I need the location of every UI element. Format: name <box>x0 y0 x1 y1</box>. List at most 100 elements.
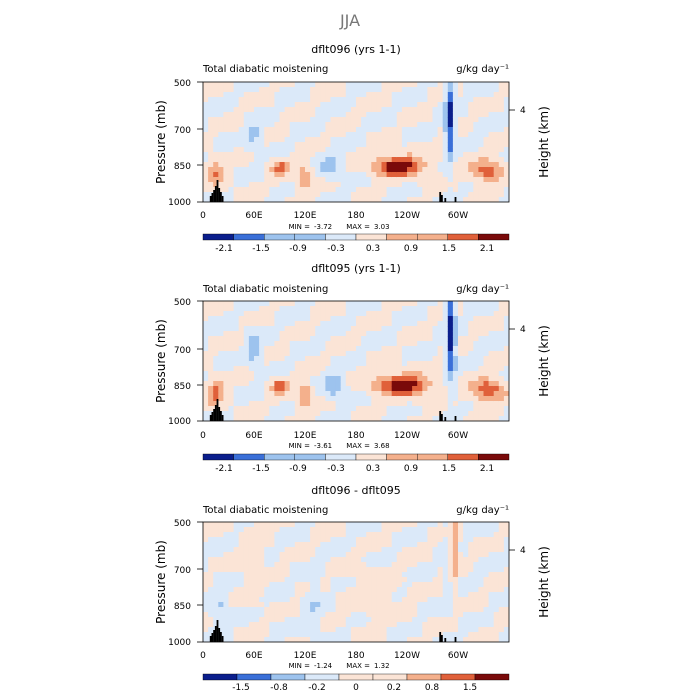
field-cell <box>493 316 500 322</box>
field-cell <box>248 311 255 317</box>
field-cell <box>325 376 331 382</box>
field-cell <box>335 316 342 322</box>
field-cell <box>396 542 403 548</box>
field-cell <box>289 162 296 168</box>
field-cell <box>208 132 214 138</box>
field-cell <box>452 331 459 337</box>
field-cell <box>299 627 306 633</box>
field-cell <box>427 406 433 412</box>
field-cell <box>503 306 509 312</box>
field-cell <box>478 527 484 533</box>
field-cell <box>238 557 245 563</box>
field-cell <box>325 341 331 347</box>
field-cell <box>407 162 413 168</box>
field-cell <box>284 177 291 183</box>
field-cell <box>310 396 316 402</box>
field-cell <box>371 607 377 613</box>
field-cell <box>381 527 387 533</box>
field-cell <box>228 637 234 642</box>
field-cell <box>432 622 438 628</box>
field-cell <box>412 316 418 322</box>
field-cell <box>264 366 270 372</box>
field-cell <box>279 177 285 183</box>
field-cell <box>274 376 280 382</box>
field-cell <box>289 197 296 202</box>
field-cell <box>248 582 255 588</box>
field-cell <box>284 532 291 538</box>
field-cell <box>401 612 408 618</box>
field-cell <box>458 547 464 553</box>
field-cell <box>233 127 240 133</box>
field-cell <box>376 406 382 412</box>
field-cell <box>401 401 408 407</box>
field-cell <box>294 117 301 123</box>
field-cell <box>203 112 209 118</box>
field-cell <box>442 132 449 138</box>
field-cell <box>498 622 505 628</box>
field-cell <box>356 107 362 113</box>
field-cell <box>223 187 229 193</box>
field-cell <box>335 602 342 608</box>
field-cell <box>366 177 372 183</box>
field-cell <box>340 381 347 387</box>
field-cell <box>356 612 362 618</box>
field-cell <box>371 572 377 578</box>
field-cell <box>452 192 459 198</box>
field-cell <box>412 107 418 113</box>
field-cell <box>483 552 489 558</box>
field-cell <box>203 187 209 193</box>
field-cell <box>264 152 270 158</box>
field-cell <box>208 117 214 123</box>
field-cell <box>483 192 489 198</box>
field-cell <box>213 162 219 168</box>
field-cell <box>473 632 479 638</box>
field-cell <box>473 177 479 183</box>
field-cell <box>294 567 301 573</box>
field-cell <box>396 557 403 563</box>
field-cell <box>432 371 438 377</box>
field-cell <box>310 316 316 322</box>
field-cell <box>310 172 316 178</box>
field-cell <box>243 547 250 553</box>
field-cell <box>376 371 382 377</box>
field-cell <box>279 366 285 372</box>
field-cell <box>274 582 280 588</box>
field-cell <box>233 122 240 128</box>
field-cell <box>407 602 413 608</box>
colorbar-swatch <box>478 233 510 241</box>
field-cell <box>437 321 444 327</box>
field-cell <box>238 537 245 543</box>
field-cell <box>391 587 398 593</box>
field-cell <box>412 587 418 593</box>
field-cell <box>248 316 255 322</box>
field-cell <box>299 132 306 138</box>
field-cell <box>208 127 214 133</box>
field-cell <box>340 142 347 148</box>
field-cell <box>361 537 367 543</box>
field-cell <box>320 102 326 108</box>
field-cell <box>483 617 489 623</box>
field-cell <box>310 97 316 103</box>
field-cell <box>427 622 433 628</box>
field-cell <box>350 346 357 352</box>
field-cell <box>412 396 418 402</box>
field-cell <box>310 366 316 372</box>
field-cell <box>498 336 505 342</box>
field-cell <box>376 567 382 573</box>
field-cell <box>228 301 234 307</box>
field-cell <box>401 602 408 608</box>
field-cell <box>371 122 377 128</box>
field-cell <box>305 597 311 603</box>
field-cell <box>294 572 301 578</box>
field-cell <box>452 142 459 148</box>
field-cell <box>412 381 418 387</box>
field-cell <box>381 592 387 598</box>
field-cell <box>269 401 275 407</box>
field-cell <box>366 142 372 148</box>
field-cell <box>412 132 418 138</box>
field-cell <box>279 157 285 163</box>
field-cell <box>233 172 240 178</box>
field-cell <box>248 632 255 638</box>
field-cell <box>422 386 428 392</box>
field-cell <box>340 321 347 327</box>
